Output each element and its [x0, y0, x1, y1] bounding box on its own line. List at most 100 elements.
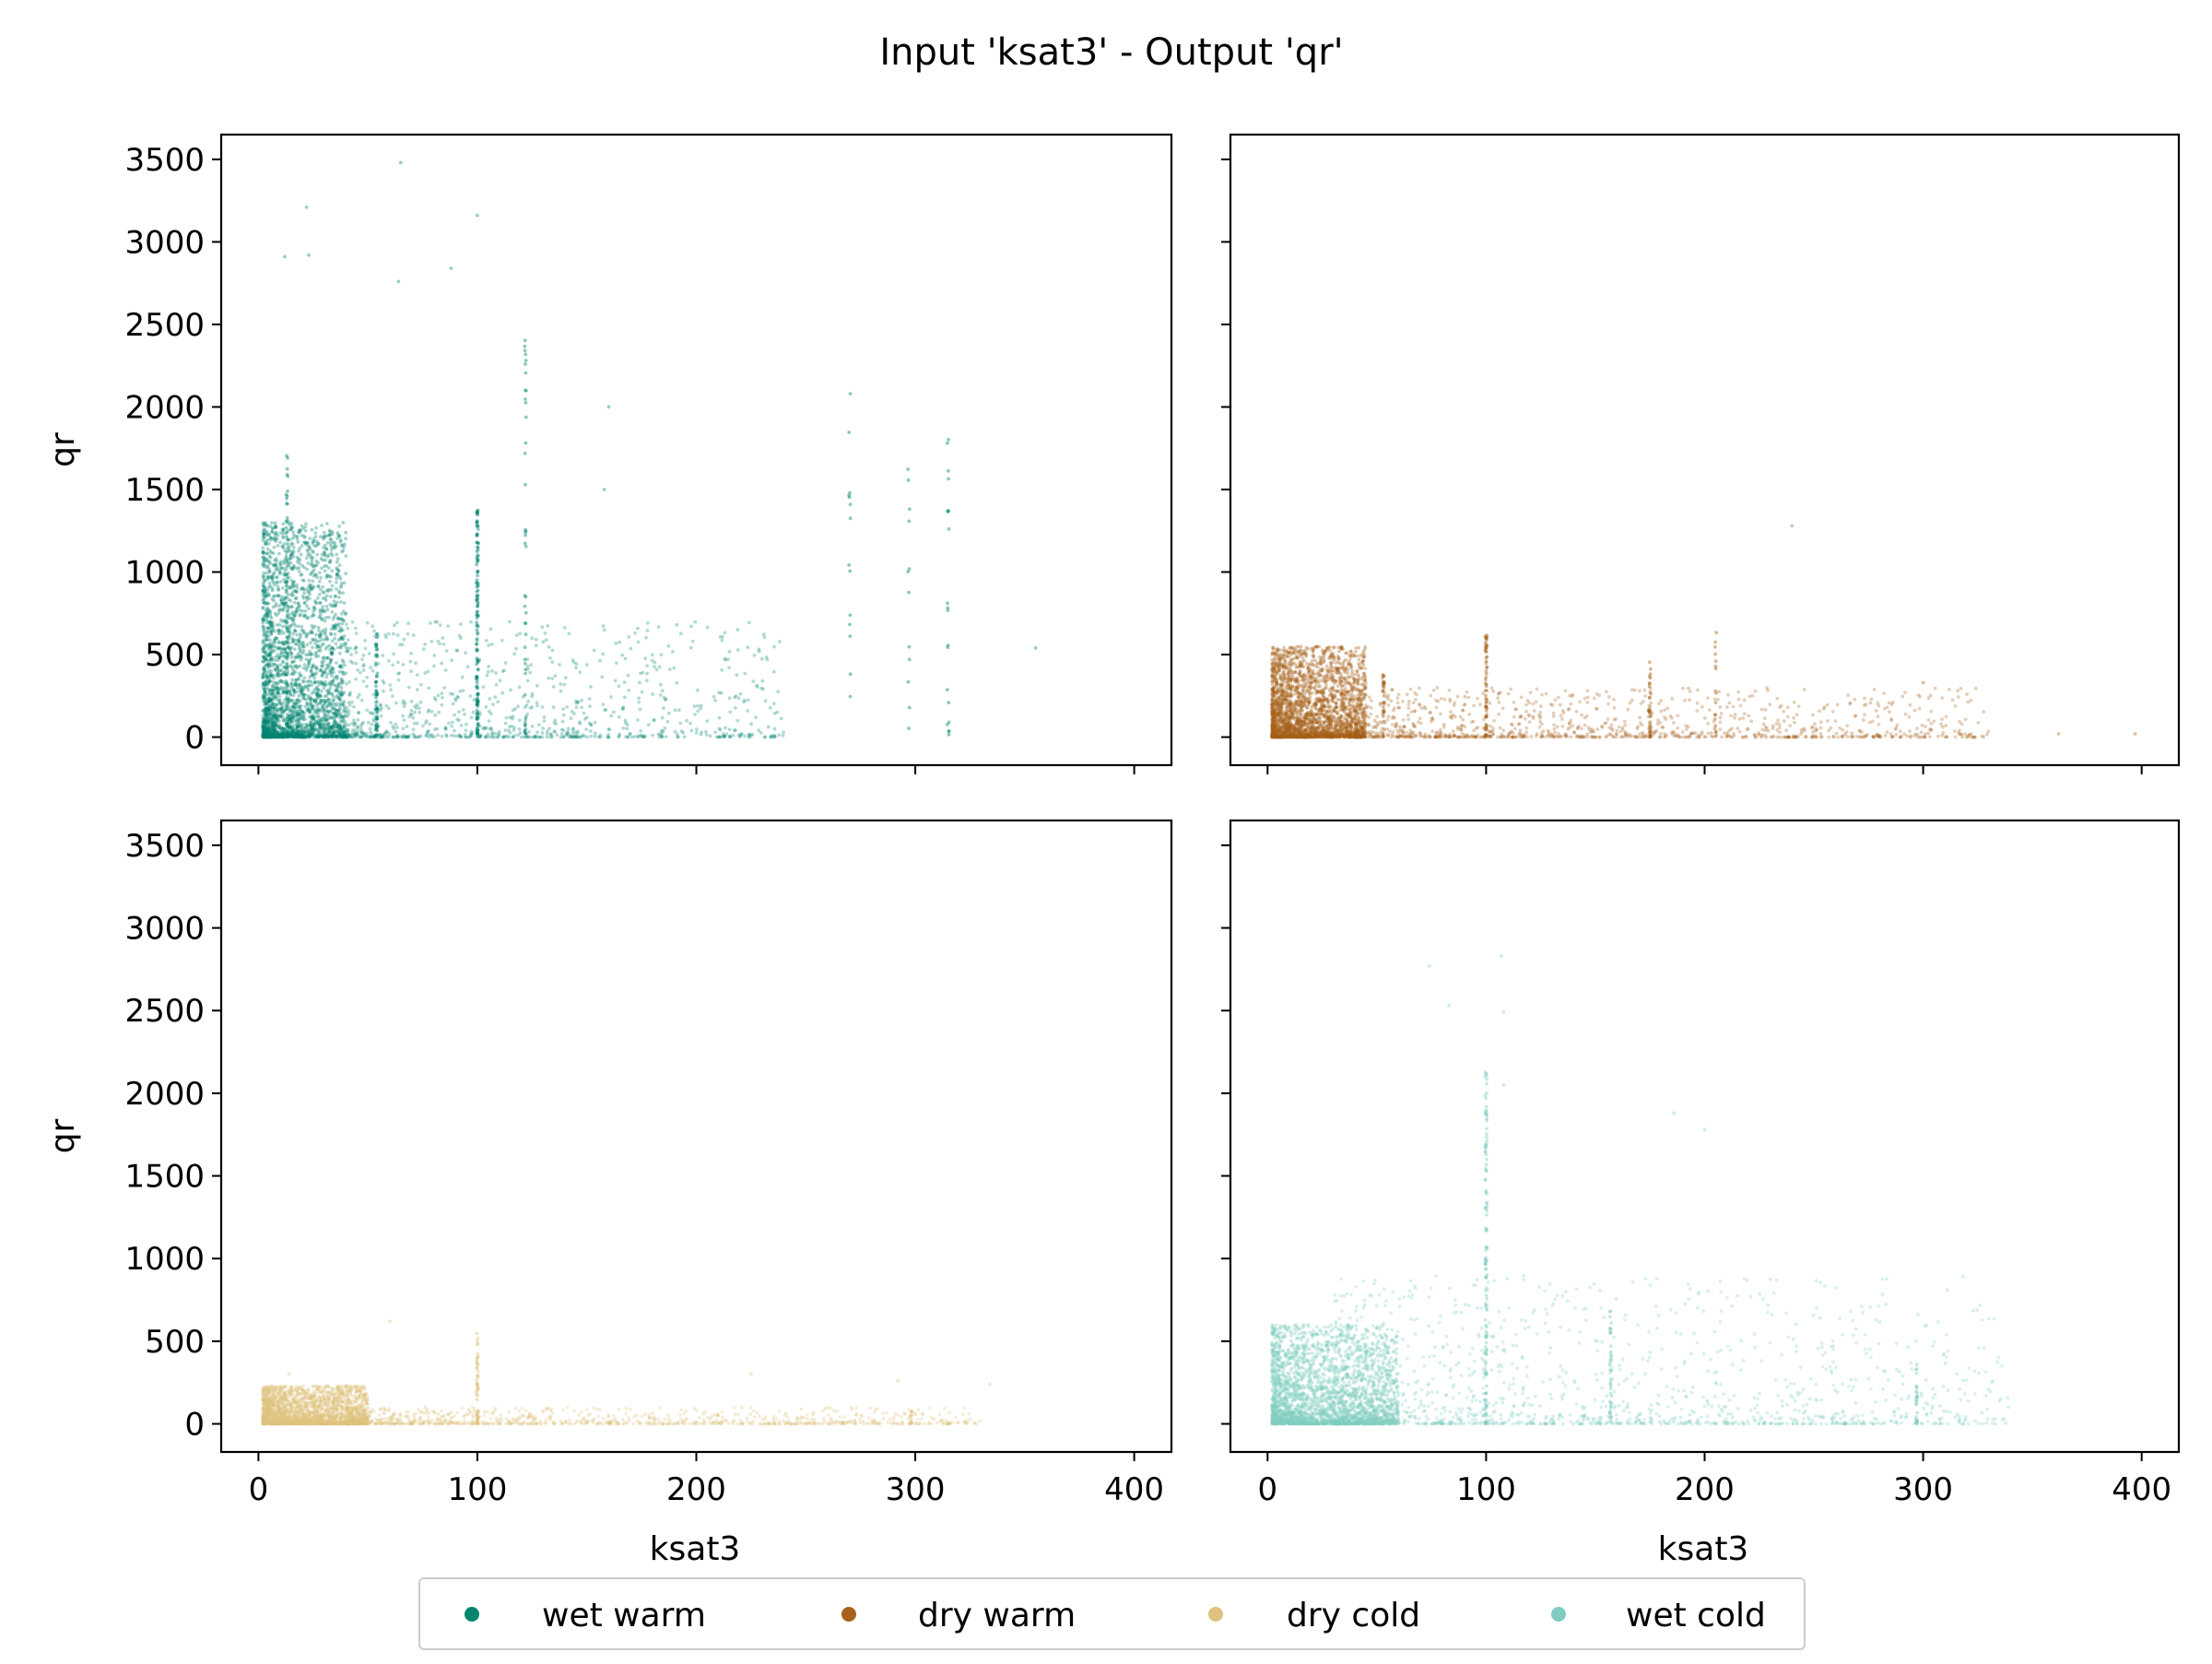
scatter-point — [553, 730, 557, 734]
scatter-point — [562, 728, 566, 732]
scatter-point — [332, 731, 335, 735]
scatter-point — [485, 639, 488, 643]
scatter-point — [266, 630, 270, 633]
scatter-point — [307, 734, 311, 738]
scatter-point — [344, 537, 347, 540]
scatter-point — [512, 736, 515, 739]
scatter-point — [709, 735, 712, 738]
scatter-point — [428, 723, 431, 726]
scatter-point — [365, 708, 369, 712]
y-tick-label-top-left: 1000 — [124, 555, 205, 592]
scatter-point — [475, 613, 478, 617]
scatter-point — [300, 714, 303, 718]
scatter-point — [689, 729, 693, 733]
scatter-point — [272, 644, 276, 648]
scatter-point — [261, 551, 265, 555]
scatter-point — [323, 726, 326, 730]
scatter-point — [589, 685, 593, 689]
scatter-point — [713, 730, 717, 734]
scatter-point — [849, 613, 853, 617]
scatter-point — [477, 570, 480, 573]
scatter-point — [296, 540, 300, 544]
scatter-point — [312, 540, 315, 544]
scatter-point — [849, 516, 853, 520]
scatter-point — [285, 531, 288, 535]
scatter-point — [645, 664, 649, 667]
scatter-point — [647, 723, 651, 726]
scatter-point — [743, 735, 747, 738]
scatter-point — [508, 725, 512, 728]
scatter-point — [273, 714, 276, 718]
scatter-point — [763, 736, 767, 739]
scatter-point — [351, 620, 355, 624]
y-tick-label-top-left: 1500 — [124, 472, 205, 509]
scatter-point — [695, 727, 699, 731]
scatter-point — [375, 717, 379, 721]
scatter-point — [675, 623, 678, 627]
scatter-point — [299, 665, 302, 668]
scatter-point — [311, 570, 314, 573]
scatter-point — [476, 735, 479, 738]
scatter-point — [355, 646, 359, 650]
scatter-point — [276, 720, 279, 724]
scatter-point — [306, 643, 310, 646]
scatter-point — [849, 502, 853, 506]
scatter-point — [406, 736, 410, 739]
scatter-point — [345, 710, 348, 714]
scatter-point — [265, 651, 269, 655]
scatter-point — [312, 677, 316, 680]
scatter-point — [285, 493, 288, 497]
scatter-point — [263, 655, 266, 659]
scatter-point — [312, 564, 316, 568]
scatter-point — [330, 610, 334, 614]
scatter-point — [289, 724, 293, 727]
scatter-point — [302, 579, 306, 583]
scatter-point — [336, 616, 340, 620]
scatter-point — [847, 431, 851, 434]
scatter-point — [302, 591, 306, 595]
scatter-point — [849, 672, 853, 676]
scatter-point — [339, 626, 343, 630]
scatter-point — [317, 645, 321, 649]
scatter-point — [472, 711, 476, 714]
scatter-point — [300, 534, 304, 537]
scatter-point — [308, 631, 312, 635]
scatter-point — [324, 647, 328, 651]
scatter-point — [362, 654, 366, 657]
scatter-point — [848, 496, 852, 500]
scatter-point — [324, 676, 328, 679]
scatter-point — [450, 734, 453, 738]
scatter-point — [264, 595, 267, 598]
scatter-point — [288, 721, 292, 725]
scatter-point — [421, 724, 425, 727]
scatter-point — [585, 736, 589, 739]
scatter-point — [309, 548, 312, 551]
scatter-point — [297, 625, 300, 629]
scatter-point — [291, 632, 295, 636]
scatter-point — [445, 649, 449, 653]
scatter-point — [393, 623, 396, 627]
scatter-point — [524, 645, 527, 649]
scatter-point — [389, 689, 393, 692]
scatter-point — [285, 722, 288, 726]
scatter-point — [360, 699, 364, 702]
scatter-point — [724, 631, 727, 635]
scatter-point — [268, 639, 272, 643]
scatter-point — [764, 699, 768, 702]
scatter-point — [535, 638, 538, 642]
scatter-point — [285, 635, 288, 639]
scatter-point — [268, 674, 272, 678]
scatter-point — [477, 667, 480, 671]
scatter-point — [524, 545, 528, 549]
scatter-point — [491, 736, 495, 739]
scatter-point — [325, 534, 329, 537]
scatter-point — [487, 670, 490, 674]
scatter-point — [375, 632, 379, 636]
scatter-point — [756, 685, 759, 689]
scatter-point — [325, 718, 329, 722]
scatter-point — [299, 573, 302, 577]
scatter-point — [657, 625, 661, 629]
scatter-point — [765, 655, 769, 659]
scatter-point — [348, 735, 352, 738]
scatter-point — [535, 704, 539, 708]
